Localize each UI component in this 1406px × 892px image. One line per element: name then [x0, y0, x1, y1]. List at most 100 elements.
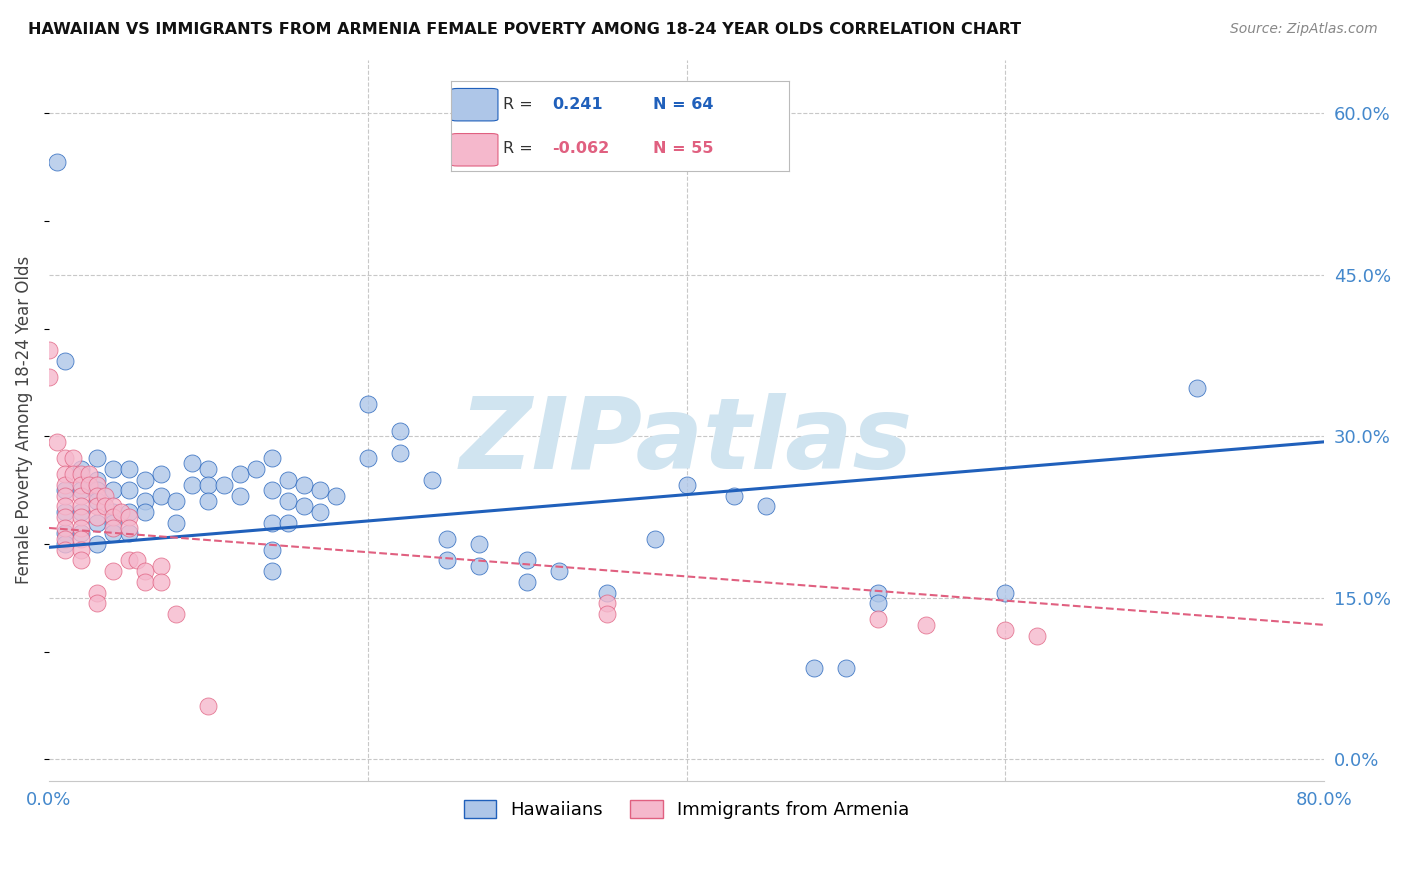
Point — [77, 467, 100, 482]
Point — [149, 558, 172, 573]
Point — [86, 537, 108, 551]
Point — [118, 462, 141, 476]
Point — [516, 553, 538, 567]
Point — [45, 154, 67, 169]
Point — [803, 661, 825, 675]
Point — [644, 532, 666, 546]
Legend: Hawaiians, Immigrants from Armenia: Hawaiians, Immigrants from Armenia — [457, 792, 917, 826]
Point — [86, 483, 108, 498]
Point — [77, 478, 100, 492]
Point — [149, 574, 172, 589]
Point — [94, 500, 117, 514]
Point — [134, 494, 156, 508]
Point — [596, 596, 619, 610]
Point — [596, 585, 619, 599]
Point — [53, 489, 76, 503]
Point — [53, 542, 76, 557]
Point — [420, 473, 443, 487]
Point — [292, 500, 315, 514]
Point — [62, 467, 84, 482]
Point — [548, 564, 571, 578]
Point — [914, 618, 936, 632]
Point — [835, 661, 858, 675]
Point — [86, 596, 108, 610]
Point — [134, 574, 156, 589]
Point — [70, 489, 93, 503]
Point — [134, 473, 156, 487]
Point — [1185, 381, 1208, 395]
Point — [388, 445, 411, 459]
Point — [101, 521, 124, 535]
Point — [62, 450, 84, 465]
Point — [38, 343, 60, 358]
Point — [101, 516, 124, 530]
Point — [292, 478, 315, 492]
Point — [86, 489, 108, 503]
Point — [101, 564, 124, 578]
Point — [53, 478, 76, 492]
Point — [596, 607, 619, 621]
Point — [53, 354, 76, 368]
Point — [214, 478, 236, 492]
Point — [70, 532, 93, 546]
Point — [436, 532, 458, 546]
Point — [516, 574, 538, 589]
Point — [309, 483, 332, 498]
Point — [53, 532, 76, 546]
Point — [468, 558, 491, 573]
Point — [118, 526, 141, 541]
Point — [53, 450, 76, 465]
Point — [309, 505, 332, 519]
Point — [70, 500, 93, 514]
Point — [101, 483, 124, 498]
Point — [110, 505, 132, 519]
Point — [86, 510, 108, 524]
Point — [866, 612, 889, 626]
Point — [245, 462, 267, 476]
Point — [262, 542, 284, 557]
Point — [277, 473, 299, 487]
Point — [70, 542, 93, 557]
Point — [53, 483, 76, 498]
Point — [197, 462, 219, 476]
Point — [86, 473, 108, 487]
Point — [118, 521, 141, 535]
Point — [45, 434, 67, 449]
Point — [70, 483, 93, 498]
Point — [70, 526, 93, 541]
Point — [125, 553, 148, 567]
Point — [994, 585, 1017, 599]
Text: HAWAIIAN VS IMMIGRANTS FROM ARMENIA FEMALE POVERTY AMONG 18-24 YEAR OLDS CORRELA: HAWAIIAN VS IMMIGRANTS FROM ARMENIA FEMA… — [28, 22, 1021, 37]
Point — [53, 526, 76, 541]
Point — [277, 494, 299, 508]
Point — [134, 564, 156, 578]
Point — [134, 505, 156, 519]
Point — [118, 510, 141, 524]
Point — [277, 516, 299, 530]
Point — [70, 521, 93, 535]
Point — [197, 494, 219, 508]
Point — [262, 450, 284, 465]
Point — [388, 424, 411, 438]
Point — [53, 467, 76, 482]
Point — [755, 500, 778, 514]
Point — [325, 489, 347, 503]
Point — [101, 505, 124, 519]
Point — [94, 489, 117, 503]
Point — [229, 467, 252, 482]
Point — [86, 494, 108, 508]
Point — [1026, 629, 1049, 643]
Point — [86, 450, 108, 465]
Point — [197, 698, 219, 713]
Text: Source: ZipAtlas.com: Source: ZipAtlas.com — [1230, 22, 1378, 37]
Point — [70, 462, 93, 476]
Point — [436, 553, 458, 567]
Point — [86, 500, 108, 514]
Point — [118, 483, 141, 498]
Point — [86, 478, 108, 492]
Point — [101, 462, 124, 476]
Point — [149, 489, 172, 503]
Point — [468, 537, 491, 551]
Point — [166, 607, 188, 621]
Point — [38, 370, 60, 384]
